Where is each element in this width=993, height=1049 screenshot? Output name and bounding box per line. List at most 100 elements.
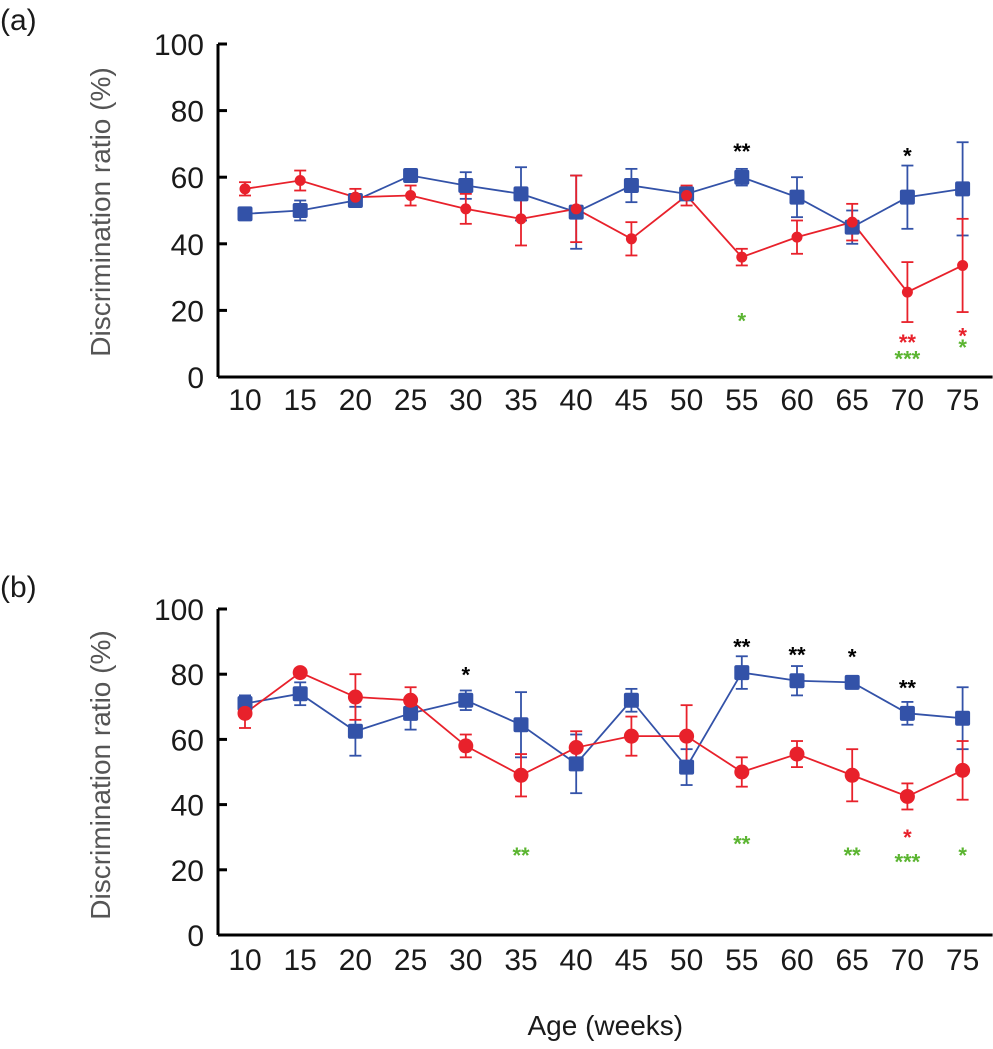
data-point-square [403,168,419,184]
y-tick-label: 20 [171,295,204,328]
significance-marker: ** [844,843,862,868]
data-point-circle [901,286,913,298]
significance-marker: * [903,144,912,169]
data-point-circle [460,203,472,215]
data-point-circle [349,191,361,203]
significance-marker: * [958,323,967,348]
data-point-circle [623,728,639,744]
blue-square-series [244,671,963,769]
data-point-square [899,705,915,721]
data-point-circle [736,251,748,263]
data-point-square [513,186,529,202]
x-tick-label: 75 [946,384,979,417]
panel-label: (a) [0,4,37,37]
x-tick-label: 75 [946,944,979,977]
data-point-square [734,665,750,681]
data-point-circle [239,183,251,195]
significance-marker: * [958,843,967,868]
data-point-circle [734,764,750,780]
significance-marker: * [848,644,857,669]
significance-marker: ** [512,843,530,868]
x-tick-label: 10 [228,384,261,417]
significance-marker: ** [899,330,917,355]
chart-panel-a: (a) Discrimination ratio (%) 0 20 40 60 80 100 1… [0,4,993,417]
y-tick-label: 0 [187,362,204,395]
data-point-square [403,705,419,721]
data-point-square [458,692,474,708]
x-axis-label: Age (weeks) [527,1010,683,1041]
x-tick-label: 45 [615,944,648,977]
y-axis-label: Discrimination ratio (%) [85,630,116,919]
x-tick-label: 40 [560,384,593,417]
red-circle-series [244,179,963,294]
x-tick-label: 50 [670,944,703,977]
data-point-square [623,178,639,194]
data-point-square [292,686,308,702]
data-point-circle [681,190,693,202]
data-point-square [955,181,971,197]
data-point-circle [625,233,637,245]
x-tick-label: 35 [504,384,537,417]
significance-marker: ** [899,675,917,700]
x-tick-label: 55 [725,384,758,417]
y-tick-label: 40 [171,790,204,823]
series-line [244,671,963,798]
x-tick-label: 55 [725,944,758,977]
significance-marker: *** [895,347,921,372]
y-tick-label: 100 [154,594,204,627]
chart-panel-b: (b) Discrimination ratio (%) 0 20 40 60 80 100 1… [0,571,993,1041]
data-point-circle [568,740,584,756]
y-tick-label: 60 [171,724,204,757]
y-axis-label: Discrimination ratio (%) [85,67,116,356]
x-tick-label: 25 [394,944,427,977]
data-point-square [237,206,253,222]
data-point-square [679,759,695,775]
data-point-circle [458,738,474,754]
significance-marker: ** [733,634,751,659]
data-point-circle [405,190,417,202]
data-point-square [789,189,805,205]
series-line [244,179,963,294]
x-tick-label: 50 [670,384,703,417]
data-point-square [292,203,308,218]
x-tick-label: 10 [228,944,261,977]
x-tick-label: 45 [615,384,648,417]
data-point-square [899,189,915,205]
data-point-circle [515,213,527,225]
data-point-circle [957,259,969,271]
data-point-circle [403,692,419,708]
data-point-square [955,710,971,726]
data-point-circle [237,705,253,721]
red-circle-series-points [239,175,969,298]
x-tick-label: 60 [780,384,813,417]
data-point-circle [679,728,695,744]
data-point-square [789,673,805,689]
significance-marker: * [462,662,471,687]
data-point-circle [513,767,529,783]
data-point-square [734,169,750,185]
data-point-square [623,692,639,708]
significance-marker: ** [733,832,751,857]
data-point-circle [955,762,971,778]
data-point-square [568,756,584,772]
x-tick-label: 15 [284,384,317,417]
y-tick-label: 80 [171,96,204,129]
data-point-circle [294,175,306,187]
x-tick-label: 70 [891,384,924,417]
y-tick-label: 60 [171,162,204,195]
data-point-square [347,723,363,739]
red-circle-series-marks [239,169,969,323]
y-tick-label: 20 [171,855,204,888]
y-tick-label: 0 [187,920,204,953]
x-tick-label: 70 [891,944,924,977]
data-point-circle [899,788,915,804]
data-point-circle [292,665,308,681]
x-tick-label: 65 [836,944,869,977]
x-tick-label: 60 [780,944,813,977]
y-tick-label: 40 [171,229,204,262]
data-point-square [844,674,860,690]
x-tick-label: 30 [449,384,482,417]
significance-marker: ** [788,643,806,668]
x-tick-label: 65 [836,384,869,417]
